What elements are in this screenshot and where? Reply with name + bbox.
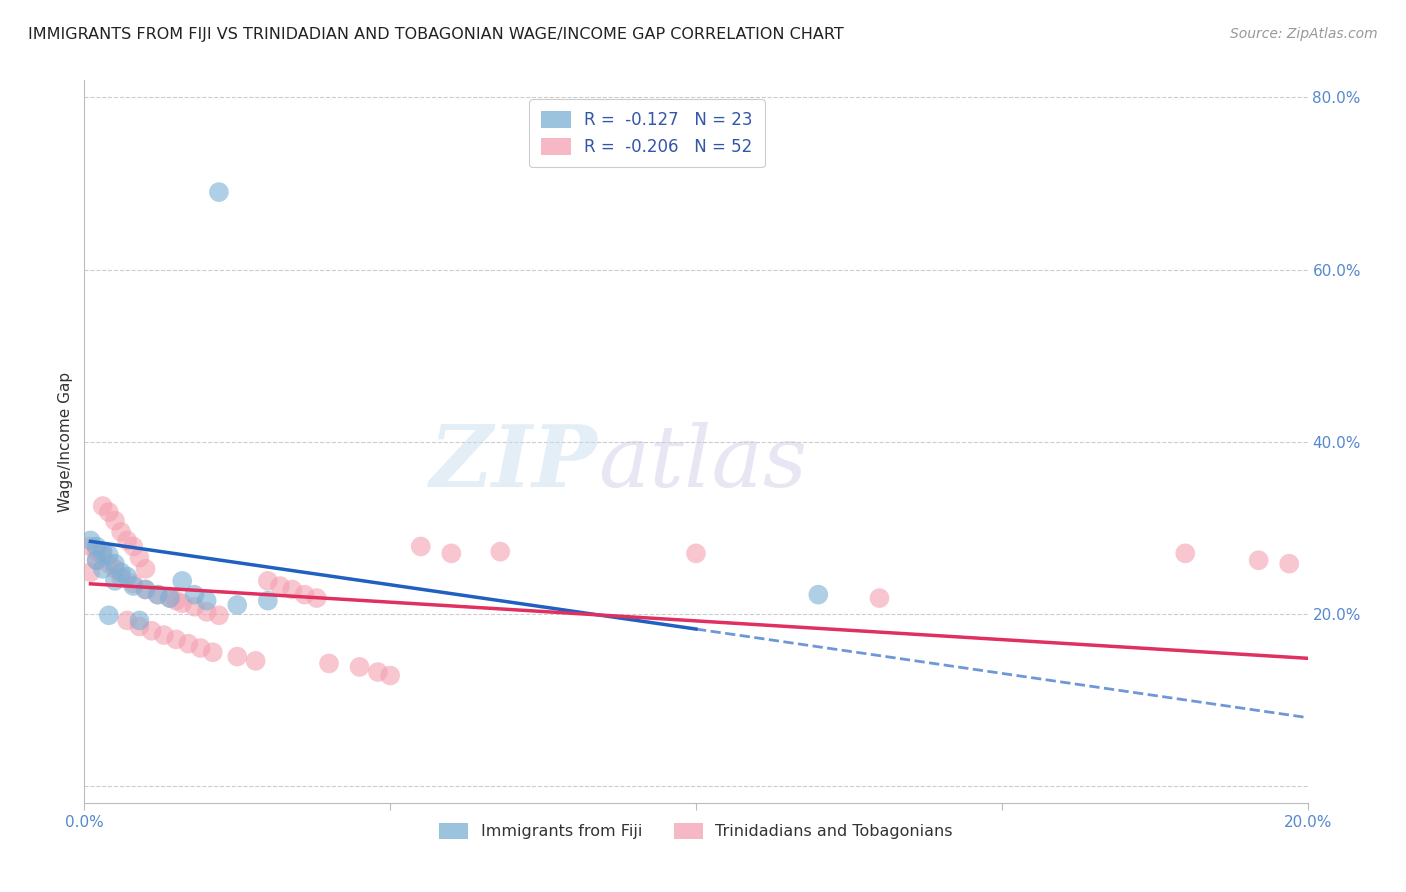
Point: [294, 588, 316, 602]
Point: [122, 540, 145, 554]
Point: [104, 562, 127, 576]
Point: [135, 582, 157, 597]
Point: [159, 591, 181, 606]
Point: [153, 628, 176, 642]
Point: [208, 608, 231, 623]
Point: [110, 570, 132, 584]
Y-axis label: Wage/Income Gap: Wage/Income Gap: [58, 371, 73, 512]
Point: [195, 593, 218, 607]
Point: [97, 608, 120, 623]
Point: [1278, 557, 1301, 571]
Text: atlas: atlas: [598, 422, 807, 505]
Point: [190, 640, 212, 655]
Point: [226, 598, 249, 612]
Point: [318, 657, 340, 671]
Point: [165, 632, 187, 647]
Point: [172, 574, 194, 588]
Point: [115, 569, 138, 583]
Point: [1247, 553, 1270, 567]
Point: [91, 548, 114, 562]
Point: [91, 562, 114, 576]
Point: [349, 660, 371, 674]
Point: [128, 550, 150, 565]
Point: [380, 668, 402, 682]
Point: [91, 499, 114, 513]
Point: [86, 544, 108, 558]
Point: [79, 566, 101, 580]
Point: [165, 593, 187, 607]
Point: [177, 637, 200, 651]
Point: [195, 605, 218, 619]
Legend: Immigrants from Fiji, Trinidadians and Tobagonians: Immigrants from Fiji, Trinidadians and T…: [429, 814, 963, 849]
Text: IMMIGRANTS FROM FIJI VS TRINIDADIAN AND TOBAGONIAN WAGE/INCOME GAP CORRELATION C: IMMIGRANTS FROM FIJI VS TRINIDADIAN AND …: [28, 27, 844, 42]
Point: [86, 553, 108, 567]
Point: [305, 591, 328, 606]
Point: [115, 533, 138, 548]
Point: [440, 546, 463, 560]
Point: [115, 614, 138, 628]
Point: [97, 557, 120, 571]
Point: [86, 553, 108, 567]
Point: [97, 505, 120, 519]
Point: [86, 540, 108, 554]
Point: [141, 624, 163, 638]
Point: [409, 540, 432, 554]
Point: [269, 579, 291, 593]
Point: [183, 588, 205, 602]
Point: [226, 649, 249, 664]
Point: [135, 562, 157, 576]
Point: [367, 665, 389, 679]
Point: [172, 596, 194, 610]
Text: ZIP: ZIP: [430, 421, 598, 505]
Point: [110, 566, 132, 580]
Point: [110, 524, 132, 539]
Point: [97, 548, 120, 562]
Point: [807, 588, 830, 602]
Point: [281, 582, 304, 597]
Point: [104, 574, 127, 588]
Point: [146, 588, 169, 602]
Text: Source: ZipAtlas.com: Source: ZipAtlas.com: [1230, 27, 1378, 41]
Point: [104, 557, 127, 571]
Point: [685, 546, 707, 560]
Point: [135, 582, 157, 597]
Point: [201, 645, 224, 659]
Point: [91, 544, 114, 558]
Point: [146, 588, 169, 602]
Point: [128, 614, 150, 628]
Point: [128, 619, 150, 633]
Point: [183, 599, 205, 614]
Point: [257, 574, 280, 588]
Point: [122, 579, 145, 593]
Point: [489, 544, 512, 558]
Point: [1174, 546, 1197, 560]
Point: [122, 576, 145, 591]
Point: [79, 533, 101, 548]
Point: [79, 540, 101, 554]
Point: [245, 654, 267, 668]
Point: [869, 591, 891, 606]
Point: [208, 185, 231, 199]
Point: [159, 591, 181, 606]
Point: [257, 593, 280, 607]
Point: [104, 514, 127, 528]
